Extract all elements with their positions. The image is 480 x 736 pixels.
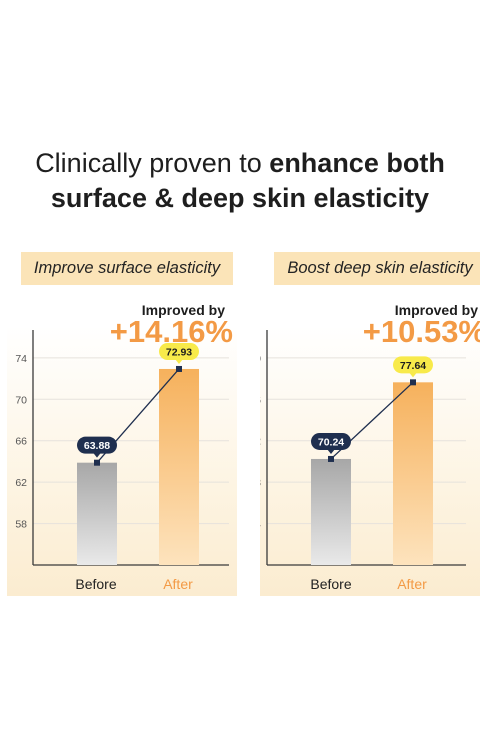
bar-before	[311, 458, 351, 565]
deep-elasticity-panel: Boost deep skin elasticity Improved by +…	[260, 250, 480, 596]
surface-elasticity-panel: Improve surface elasticity Improved by +…	[7, 250, 237, 596]
data-label-after: 72.93	[166, 346, 192, 358]
y-tick-label: 66	[15, 436, 27, 448]
improved-label: Improved by	[141, 302, 225, 318]
y-tick-label: 76	[260, 394, 261, 406]
x-label-after: After	[163, 576, 193, 592]
improved-label: Improved by	[394, 302, 478, 318]
y-tick-label: 68	[260, 477, 261, 489]
y-tick-label: 62	[15, 477, 27, 489]
data-label-before: 63.88	[84, 440, 110, 452]
value-badge-after	[393, 356, 433, 374]
headline-line1-bold: enhance both	[269, 148, 445, 178]
headline: Clinically proven to enhance both surfac…	[0, 146, 480, 216]
y-tick-label: 74	[15, 353, 27, 365]
data-label-after: 77.64	[400, 360, 426, 372]
badge-pointer	[175, 358, 183, 364]
y-tick-label: 64	[260, 519, 261, 531]
x-label-before: Before	[75, 576, 117, 592]
y-tick-label: 70	[15, 394, 27, 406]
y-tick-label: 72	[260, 436, 261, 448]
panel-background	[260, 326, 480, 596]
headline-line1-regular: Clinically proven to	[35, 148, 270, 178]
badge-pointer	[93, 452, 101, 458]
headline-line2: surface & deep skin elasticity	[50, 183, 430, 213]
improved-value: +10.53%	[362, 314, 480, 349]
y-tick-label: 80	[260, 353, 261, 365]
marker-after	[176, 365, 182, 372]
bar-before	[77, 462, 117, 565]
value-badge-after	[159, 342, 199, 360]
value-badge-before	[77, 436, 117, 454]
deep-elasticity-chart: 64 68 72 76 80 70.24 77.64	[260, 330, 466, 566]
bar-after	[393, 382, 433, 565]
value-badge-before	[311, 432, 351, 450]
marker-before	[328, 455, 334, 462]
y-tick-label: 58	[15, 519, 27, 531]
headline-line1: Clinically proven to enhance both	[0, 146, 480, 181]
badge-pointer	[327, 448, 335, 454]
chart-title: Improve surface elasticity	[21, 252, 233, 285]
data-label-before: 70.24	[318, 436, 344, 448]
bar-after	[159, 368, 199, 565]
surface-elasticity-chart: 58 62 66 70 74 63.88 72.93	[15, 330, 229, 566]
x-label-after: After	[397, 576, 427, 592]
chart-title: Boost deep skin elasticity	[274, 252, 480, 285]
marker-after	[410, 379, 416, 386]
x-label-before: Before	[310, 576, 352, 592]
badge-pointer	[409, 372, 417, 378]
marker-before	[94, 459, 100, 466]
